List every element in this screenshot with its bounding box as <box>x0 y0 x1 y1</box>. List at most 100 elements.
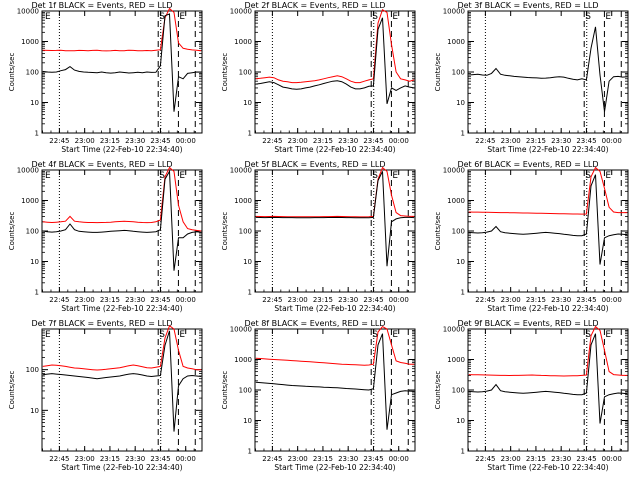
x-tick-label: 23:30 <box>338 455 358 463</box>
x-tick-label: 22:45 <box>49 296 69 304</box>
y-tick-label: 100 <box>452 228 465 236</box>
orbit-marker-label: S <box>372 330 378 340</box>
orbit-marker-label: E <box>392 12 398 22</box>
orbit-marker-label: E <box>605 330 611 340</box>
orbit-marker-label: S <box>372 12 378 22</box>
x-tick-label: 23:15 <box>313 137 333 145</box>
panel-title: Det 1f BLACK = Events, RED = LLD <box>31 1 172 10</box>
y-tick-label: 10 <box>456 417 465 425</box>
x-tick-label: 00:00 <box>602 296 622 304</box>
y-tick-label: 10000 <box>443 167 465 175</box>
x-tick-label: 22:45 <box>262 455 282 463</box>
orbit-marker-label: E <box>392 330 398 340</box>
y-tick-label: 10 <box>30 407 39 415</box>
orbit-marker-label: E <box>45 171 51 181</box>
x-tick-label: 23:45 <box>576 296 596 304</box>
panel-title: Det 2f BLACK = Events, RED = LLD <box>244 1 385 10</box>
orbit-marker-label: S <box>585 330 591 340</box>
y-tick-label: 1 <box>461 448 465 456</box>
orbit-marker-label: E <box>179 330 185 340</box>
orbit-marker-label: E <box>605 12 611 22</box>
panel-6: Det 6f BLACK = Events, RED = LLD 1 10 100 10… <box>434 160 629 313</box>
orbit-marker-label: E <box>179 12 185 22</box>
x-tick-label: 23:15 <box>526 137 546 145</box>
series-events-line <box>42 330 202 432</box>
y-tick-label: 10 <box>243 99 252 107</box>
y-tick-label: 100 <box>239 228 252 236</box>
plot-frame <box>41 328 203 452</box>
orbit-marker-label: E <box>179 171 185 181</box>
y-tick-label: 1 <box>248 448 252 456</box>
panel-title: Det 7f BLACK = Events, RED = LLD <box>31 319 172 328</box>
x-tick-label: 23:30 <box>125 137 145 145</box>
panel-2: Det 2f BLACK = Events, RED = LLD 1 10 100 10… <box>221 1 416 154</box>
y-tick-label: 100 <box>239 69 252 77</box>
x-tick-label: 23:45 <box>150 455 170 463</box>
panel-7: Det 7f BLACK = Events, RED = LLD 10 100 22:… <box>8 319 203 472</box>
orbit-marker-label: S <box>585 171 591 181</box>
x-tick-label: 23:00 <box>288 455 308 463</box>
x-tick-label: 23:45 <box>150 296 170 304</box>
x-tick-label: 23:00 <box>75 137 95 145</box>
panel-title: Det 4f BLACK = Events, RED = LLD <box>31 160 172 169</box>
x-tick-label: 23:00 <box>288 137 308 145</box>
y-axis-label: Counts/sec <box>434 53 442 92</box>
y-tick-label: 100 <box>452 69 465 77</box>
orbit-marker-label: S <box>159 12 165 22</box>
y-tick-label: 1000 <box>447 356 465 364</box>
x-tick-label: 23:45 <box>363 455 383 463</box>
series-events-line <box>255 333 415 430</box>
y-axis-label: Counts/sec <box>221 212 229 251</box>
x-axis-label: Start Time (22-Feb-10 22:34:40) <box>487 304 608 313</box>
series-events-line <box>468 174 628 265</box>
panel-5: Det 5f BLACK = Events, RED = LLD 1 10 100 10… <box>221 160 416 313</box>
y-axis-label: Counts/sec <box>221 53 229 92</box>
x-tick-label: 22:45 <box>475 137 495 145</box>
y-tick-label: 1 <box>35 289 39 297</box>
x-axis-label: Start Time (22-Feb-10 22:34:40) <box>274 145 395 154</box>
panel-8: Det 8f BLACK = Events, RED = LLD 1 10 100 10… <box>221 319 416 472</box>
series-events-line <box>468 26 628 112</box>
panel-title: Det 6f BLACK = Events, RED = LLD <box>457 160 598 169</box>
series-events-line <box>42 169 202 271</box>
y-tick-label: 1 <box>461 289 465 297</box>
series-lld-line <box>255 166 415 218</box>
orbit-marker-label: S <box>585 12 591 22</box>
x-tick-label: 22:45 <box>475 296 495 304</box>
y-tick-label: 10000 <box>230 8 252 16</box>
y-tick-label: 10000 <box>443 326 465 334</box>
orbit-marker-label: S <box>159 171 165 181</box>
orbit-marker-label: S <box>159 330 165 340</box>
y-tick-label: 1 <box>248 130 252 138</box>
y-tick-label: 1000 <box>447 38 465 46</box>
y-axis-label: Counts/sec <box>434 212 442 251</box>
x-axis-label: Start Time (22-Feb-10 22:34:40) <box>61 304 182 313</box>
y-tick-label: 1000 <box>21 197 39 205</box>
panel-1: Det 1f BLACK = Events, RED = LLD 1 10 100 10… <box>8 1 203 154</box>
x-tick-label: 00:00 <box>389 455 409 463</box>
series-lld-line <box>255 8 415 84</box>
x-tick-label: 22:45 <box>49 137 69 145</box>
y-tick-label: 10 <box>30 258 39 266</box>
x-tick-label: 23:00 <box>288 296 308 304</box>
y-axis-label: Counts/sec <box>8 53 16 92</box>
x-tick-label: 23:00 <box>501 455 521 463</box>
y-tick-label: 10 <box>243 258 252 266</box>
y-tick-label: 1000 <box>234 197 252 205</box>
x-tick-label: 23:00 <box>75 455 95 463</box>
orbit-marker-label: E <box>605 171 611 181</box>
series-lld-line <box>42 166 202 232</box>
y-tick-label: 100 <box>26 69 39 77</box>
panel-title: Det 8f BLACK = Events, RED = LLD <box>244 319 385 328</box>
x-tick-label: 23:30 <box>125 296 145 304</box>
y-tick-label: 10 <box>456 258 465 266</box>
y-tick-label: 1 <box>248 289 252 297</box>
x-tick-label: 23:15 <box>526 455 546 463</box>
x-axis-label: Start Time (22-Feb-10 22:34:40) <box>274 304 395 313</box>
x-tick-label: 22:45 <box>475 455 495 463</box>
x-tick-label: 23:15 <box>526 296 546 304</box>
panel-3: Det 3f BLACK = Events, RED = LLD 1 10 100 10… <box>434 1 629 154</box>
x-axis-label: Start Time (22-Feb-10 22:34:40) <box>274 463 395 472</box>
panel-9: Det 9f BLACK = Events, RED = LLD 1 10 100 10… <box>434 319 629 472</box>
